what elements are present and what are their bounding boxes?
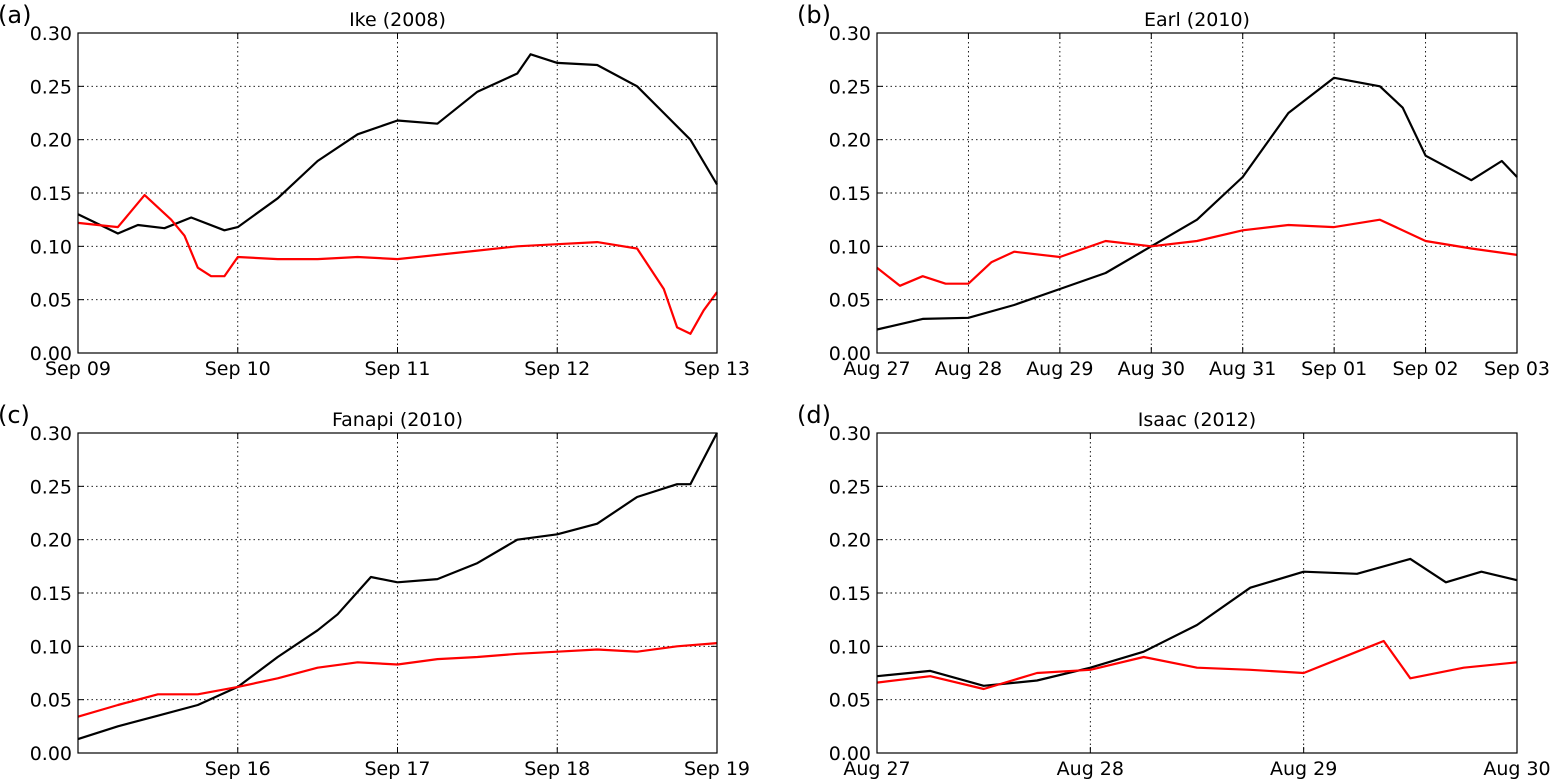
- panel-label: (b): [797, 1, 831, 29]
- y-tick-label: 0.30: [829, 23, 871, 45]
- series-line-2: [876, 639, 1518, 691]
- series-line-2: [876, 218, 1518, 287]
- panel-label: (c): [0, 401, 30, 429]
- series-line-2: [77, 642, 718, 718]
- series-line-1: [876, 76, 1518, 331]
- y-tick-label: 0.05: [30, 690, 72, 712]
- y-tick-label: 0.05: [829, 690, 871, 712]
- y-tick-label: 0.00: [829, 343, 871, 365]
- y-tick-label: 0.15: [829, 583, 871, 605]
- x-tick-label: Aug 30: [1483, 758, 1550, 780]
- y-tick-label: 0.25: [30, 476, 72, 498]
- x-tick-label: Aug 28: [935, 358, 1002, 380]
- x-tick-label: Sep 13: [684, 358, 750, 380]
- panel-label: (d): [797, 401, 831, 429]
- x-tick-label: Sep 11: [364, 358, 430, 380]
- chart-panel-3: 0.00 0.05 0.10 0.15 0.20 0.25 0.30 Sep 16 Sep 17…: [0, 401, 750, 780]
- x-tick-label: Sep 18: [524, 758, 590, 780]
- x-tick-label: Aug 28: [1057, 758, 1124, 780]
- chart-panel-2: 0.00 0.05 0.10 0.15 0.20 0.25 0.30 Aug 27 Aug 28…: [797, 1, 1550, 380]
- y-tick-label: 0.15: [829, 183, 871, 205]
- y-tick-label: 0.30: [829, 423, 871, 445]
- y-tick-label: 0.00: [30, 343, 72, 365]
- y-tick-label: 0.10: [829, 236, 871, 258]
- series-line-1: [77, 432, 718, 741]
- x-tick-label: Sep 16: [205, 758, 271, 780]
- chart-panel-4: 0.00 0.05 0.10 0.15 0.20 0.25 0.30 Aug 27 Aug 28…: [797, 401, 1551, 780]
- x-tick-label: Sep 10: [205, 358, 271, 380]
- y-tick-label: 0.25: [30, 76, 72, 98]
- panel-title: Ike (2008): [349, 9, 446, 31]
- y-tick-label: 0.10: [30, 636, 72, 658]
- y-tick-label: 0.25: [829, 476, 871, 498]
- x-tick-label: Sep 03: [1484, 358, 1550, 380]
- y-tick-label: 0.30: [30, 423, 72, 445]
- panel-label: (a): [0, 1, 31, 29]
- x-tick-label: Sep 17: [364, 758, 430, 780]
- series-line-2: [77, 194, 718, 335]
- y-tick-label: 0.20: [829, 530, 871, 552]
- series-line-1: [77, 53, 718, 235]
- x-tick-label: Aug 29: [1026, 358, 1093, 380]
- y-tick-label: 0.00: [829, 743, 871, 765]
- y-tick-label: 0.20: [829, 130, 871, 152]
- y-tick-label: 0.30: [30, 23, 72, 45]
- x-tick-label: Aug 27: [843, 358, 910, 380]
- y-tick-label: 0.20: [30, 130, 72, 152]
- x-tick-label: Sep 12: [524, 358, 590, 380]
- x-tick-label: Sep 19: [684, 758, 750, 780]
- panel-title: Fanapi (2010): [332, 409, 463, 431]
- y-tick-label: 0.15: [30, 583, 72, 605]
- y-tick-label: 0.25: [829, 76, 871, 98]
- panel-title: Earl (2010): [1144, 9, 1250, 31]
- x-tick-label: Aug 27: [843, 758, 910, 780]
- series-line-1: [876, 557, 1518, 687]
- y-tick-label: 0.10: [30, 236, 72, 258]
- y-tick-label: 0.15: [30, 183, 72, 205]
- x-tick-label: Aug 29: [1270, 758, 1337, 780]
- y-tick-label: 0.00: [30, 743, 72, 765]
- y-tick-label: 0.05: [829, 290, 871, 312]
- chart-panel-1: 0.00 0.05 0.10 0.15 0.20 0.25 0.30 Sep 09 Sep 10…: [0, 1, 750, 380]
- x-tick-label: Sep 01: [1301, 358, 1367, 380]
- x-tick-label: Aug 30: [1118, 358, 1185, 380]
- y-tick-label: 0.10: [829, 636, 871, 658]
- y-tick-label: 0.05: [30, 290, 72, 312]
- x-tick-label: Sep 02: [1393, 358, 1459, 380]
- x-tick-label: Aug 31: [1209, 358, 1276, 380]
- x-tick-label: Sep 09: [45, 358, 111, 380]
- panel-title: Isaac (2012): [1138, 409, 1256, 431]
- y-tick-label: 0.20: [30, 530, 72, 552]
